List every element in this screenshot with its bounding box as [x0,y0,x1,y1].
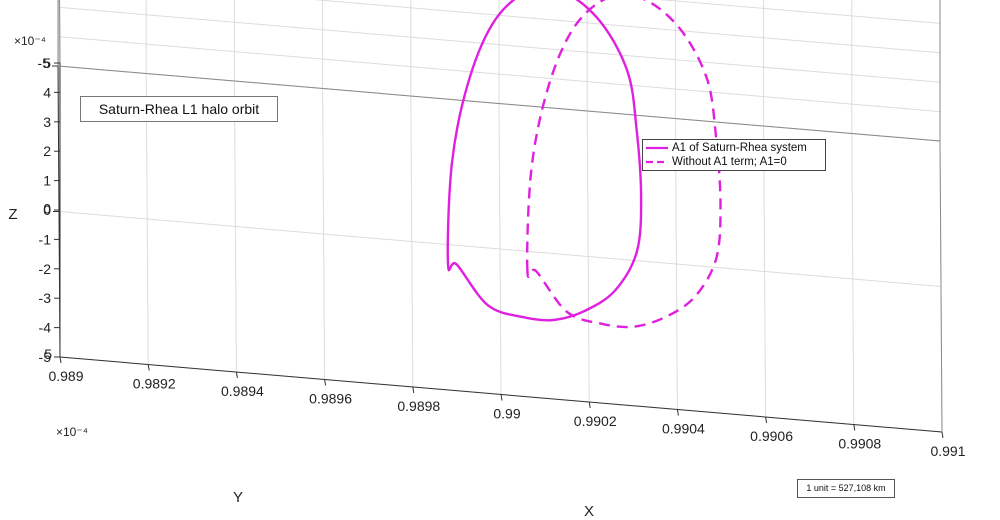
x-tick-label: 0.991 [930,443,965,459]
x-tick-mark [676,409,679,416]
x-tick-label: 0.9904 [662,421,705,437]
legend-label-dashed: Without A1 term; A1=0 [672,156,787,168]
x-tick-label: 0.9898 [397,398,440,414]
x-tick-mark [588,401,591,409]
tick-labels: 0.989 0.9892 0.9894 0.9896 0.9898 0.99 0.9902 0… [38,55,966,459]
z-tick-label: 0 [43,202,51,218]
box-edge [57,65,941,142]
y-gridline-floor [58,211,942,287]
z-tick-label: -4 [39,320,52,336]
box-edge [59,0,61,64]
legend-solid-line-swatch [646,146,668,150]
z-gridline-back [57,6,941,83]
legend-item-solid: A1 of Saturn-Rhea system [643,141,825,155]
x-tick-label: 0.989 [48,368,83,384]
x-tick-mark [765,416,768,424]
x-tick-label: 0.9896 [309,391,352,407]
y-tick-label: 5 [44,346,52,362]
z-tick-label: -1 [39,231,52,247]
z-tick-label: -2 [39,261,52,277]
y-axis-exponent: ×10⁻⁴ [56,425,88,439]
x-tick-label: 0.9906 [750,428,793,444]
axis-labels: X Y Z ×10⁻⁴ ×10⁻⁴ [8,34,594,520]
x-tick-label: 0.9894 [221,383,264,399]
z-axis-label: Z [8,206,17,223]
box-edge [939,140,943,433]
z-tick-label: -5 [39,349,52,365]
x-tick-mark [324,379,327,386]
x-tick-label: 0.9908 [838,436,881,452]
x-tick-mark [853,424,856,431]
z-gridline-back [57,36,941,113]
z-tick-label: 2 [43,143,51,159]
orbit-a1-solid [446,0,643,322]
legend-dashed-line-swatch [646,160,668,164]
x-tick-mark [412,386,415,394]
z-tick-label: 5 [43,55,51,71]
y-tick-label: 0 [43,201,51,217]
scale-note: 1 unit = 527,108 km [797,479,895,498]
x-tick-mark [500,394,503,401]
z-tick-label: 4 [43,84,51,100]
y-tick-label: -5 [38,55,51,71]
z-tick-label: 1 [43,173,51,189]
z-tick-label: -3 [39,290,52,306]
x-tick-label: 0.9902 [574,413,617,429]
y-axis-label: Y [233,489,243,506]
z-tick-label: 3 [43,114,51,130]
plot-title-annotation: Saturn-Rhea L1 halo orbit [80,96,278,122]
x-tick-mark [941,431,944,439]
z-axis-exponent: ×10⁻⁴ [14,34,46,48]
x-tick-label: 0.9892 [133,376,176,392]
x-axis-label: X [584,503,594,520]
x-tick-mark [147,364,150,371]
legend: A1 of Saturn-Rhea system Without A1 term… [642,139,826,171]
x-tick-label: 0.99 [493,406,520,422]
x-tick-mark [235,371,238,379]
legend-item-dashed: Without A1 term; A1=0 [643,155,825,169]
legend-label-solid: A1 of Saturn-Rhea system [672,142,807,154]
z-gridline-back [658,0,941,24]
x-tick-mark [59,356,62,364]
